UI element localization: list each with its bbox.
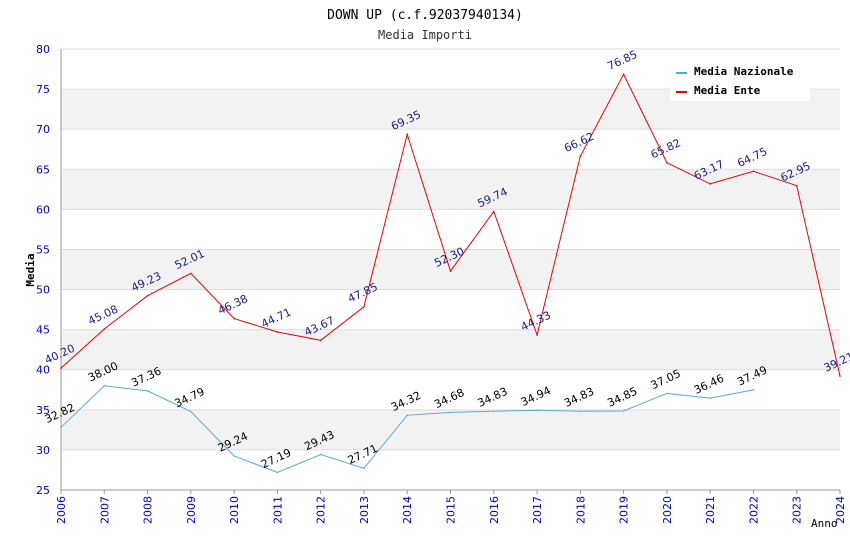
x-tick-label: 2014 [401, 496, 414, 524]
data-point [233, 455, 235, 457]
legend-box [670, 61, 810, 101]
data-point [146, 294, 149, 297]
data-label: 45.08 [86, 303, 120, 328]
x-tick-label: 2023 [791, 496, 804, 524]
data-point [709, 397, 711, 399]
x-tick-label: 2022 [747, 496, 760, 524]
y-tick-label: 35 [36, 404, 50, 417]
y-tick-labels: 25 30 35 40 45 50 55 60 65 70 75 80 [36, 43, 50, 497]
y-tick-label: 25 [36, 484, 50, 497]
data-point [103, 384, 106, 387]
grid-band [61, 169, 840, 210]
data-point [579, 410, 582, 412]
data-point [622, 73, 625, 76]
data-label: 34.68 [432, 386, 466, 411]
data-label: 37.05 [649, 367, 683, 392]
data-label: 34.79 [173, 385, 207, 410]
y-tick-label: 55 [36, 243, 50, 256]
data-label: 65.82 [649, 136, 683, 161]
y-tick-label: 40 [36, 364, 50, 377]
chart-title: DOWN UP (c.f.92037940134) [327, 8, 523, 23]
data-label: 34.85 [605, 385, 639, 410]
x-tick-label: 2010 [228, 496, 241, 524]
x-tick-label: 2016 [488, 496, 501, 524]
data-label: 34.83 [562, 385, 596, 410]
x-tick-label: 2012 [315, 496, 328, 524]
grid-band [61, 329, 840, 370]
data-point [492, 210, 495, 213]
data-point [146, 390, 149, 392]
x-tick-label: 2011 [271, 496, 284, 524]
data-point [536, 409, 538, 412]
x-tick-label: 2009 [185, 496, 198, 524]
x-tick-label: 2015 [445, 496, 458, 524]
x-tick-label: 2013 [358, 496, 371, 524]
data-point [276, 331, 279, 333]
data-point [103, 328, 106, 330]
x-axis-title: Anno [811, 517, 838, 530]
data-label: 66.62 [562, 130, 596, 155]
x-tick-label: 2007 [98, 496, 111, 524]
data-point [752, 170, 755, 173]
data-point [190, 272, 192, 275]
grid-lines [61, 48, 840, 491]
data-point [666, 392, 668, 395]
data-point [190, 410, 192, 413]
data-label: 76.85 [605, 48, 639, 73]
data-point [709, 183, 711, 185]
data-point [449, 270, 452, 272]
data-point [60, 426, 62, 429]
data-point [579, 155, 582, 158]
y-tick-label: 70 [36, 123, 50, 136]
y-tick-label: 60 [36, 203, 50, 216]
chart-subtitle: Media Importi [378, 28, 472, 42]
data-label: 34.83 [476, 385, 510, 410]
x-tick-label: 2024 [834, 496, 847, 524]
y-tick-label: 30 [36, 444, 50, 457]
data-point [363, 467, 365, 470]
legend: Media Nazionale Media Ente [670, 61, 810, 101]
x-tick-label: 2019 [618, 496, 631, 524]
data-point [406, 414, 409, 417]
x-tick-label: 2021 [704, 496, 717, 524]
data-label: 46.38 [216, 292, 250, 317]
data-label: 64.75 [735, 145, 769, 170]
legend-label-media-ente: Media Ente [694, 84, 761, 97]
y-tick-label: 80 [36, 43, 50, 56]
x-tick-label: 2017 [531, 496, 544, 524]
y-axis-title: Media [24, 253, 37, 286]
data-point [233, 317, 235, 320]
x-tick-labels: 2006 2007 2008 2009 2010 2011 2012 2013 2014 2015… [55, 490, 847, 524]
data-point [492, 410, 495, 412]
data-point [622, 410, 625, 412]
data-point [795, 184, 798, 187]
y-tick-label: 75 [36, 83, 50, 96]
data-point [319, 339, 322, 342]
data-point [406, 133, 409, 136]
data-point [276, 471, 279, 474]
x-tick-label: 2006 [55, 496, 68, 524]
data-point [319, 453, 322, 456]
y-tick-label: 65 [36, 163, 50, 176]
data-point [363, 305, 365, 308]
y-tick-label: 50 [36, 284, 50, 297]
grid-band [61, 409, 840, 450]
grid-bands [61, 89, 840, 450]
data-label: 34.94 [519, 384, 553, 409]
x-tick-label: 2018 [574, 496, 587, 524]
data-point [449, 411, 452, 414]
series-lines [60, 73, 841, 474]
legend-label-media-nazionale: Media Nazionale [694, 65, 794, 78]
data-point [839, 375, 841, 377]
y-tick-label: 45 [36, 324, 50, 337]
data-point [536, 334, 538, 336]
data-point [60, 367, 62, 369]
x-tick-label: 2008 [142, 496, 155, 524]
data-label: 44.71 [259, 306, 293, 331]
data-point [666, 161, 668, 164]
x-tick-label: 2020 [661, 496, 674, 524]
data-label: 36.46 [692, 372, 726, 397]
data-point [752, 389, 755, 391]
